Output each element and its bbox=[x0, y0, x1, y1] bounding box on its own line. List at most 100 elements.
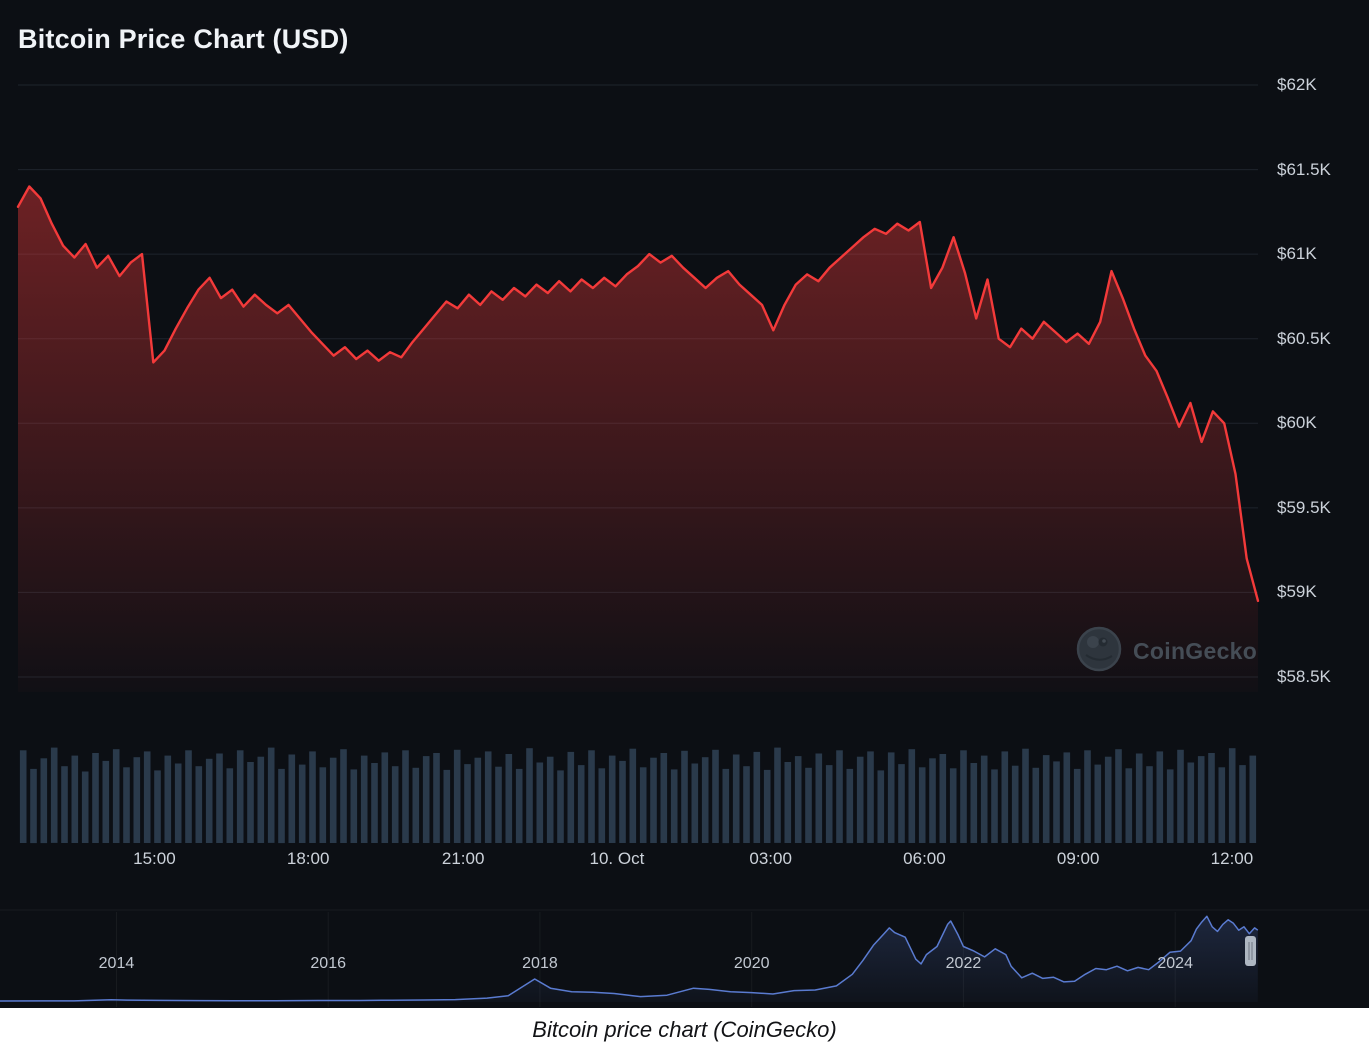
x-axis-label: 21:00 bbox=[441, 849, 485, 868]
volume-bar bbox=[856, 756, 864, 843]
volume-bar bbox=[805, 767, 812, 843]
volume-bar bbox=[608, 755, 616, 843]
volume-bar bbox=[557, 770, 564, 843]
volume-bar bbox=[205, 758, 213, 843]
volume-bar bbox=[329, 757, 337, 843]
volume-bar bbox=[71, 755, 79, 843]
volume-bar bbox=[453, 749, 461, 843]
navigator-area bbox=[0, 916, 1258, 1002]
volume-bar bbox=[619, 760, 626, 843]
volume-bar bbox=[732, 754, 740, 843]
chart-caption: Bitcoin price chart (CoinGecko) bbox=[532, 1016, 837, 1042]
volume-bar bbox=[267, 747, 275, 843]
navigator-year-label: 2020 bbox=[733, 955, 770, 972]
navigator-year-label: 2016 bbox=[310, 955, 346, 972]
volume-bar bbox=[319, 767, 327, 843]
volume-bar bbox=[433, 753, 440, 843]
volume-bar bbox=[908, 749, 916, 843]
volume-bar bbox=[639, 767, 647, 843]
volume-bar bbox=[495, 766, 502, 843]
chart-title: Bitcoin Price Chart (USD) bbox=[18, 24, 349, 54]
volume-bar bbox=[577, 765, 585, 843]
volume-bar bbox=[722, 768, 730, 844]
volume-bar bbox=[887, 752, 895, 843]
volume-bar bbox=[877, 770, 885, 843]
volume-bar bbox=[1115, 749, 1122, 843]
volume-bar bbox=[1001, 751, 1009, 843]
navigator-handle[interactable] bbox=[1245, 936, 1256, 966]
volume-bar bbox=[1011, 765, 1019, 843]
navigator-line[interactable] bbox=[0, 915, 1259, 1002]
x-axis-label: 18:00 bbox=[286, 849, 330, 868]
volume-bar bbox=[774, 747, 781, 843]
volume-bar bbox=[247, 762, 254, 843]
x-axis-label: 03:00 bbox=[749, 849, 792, 868]
volume-bar bbox=[1073, 768, 1081, 844]
volume-bar bbox=[143, 751, 151, 843]
price-line[interactable] bbox=[16, 185, 1260, 603]
volume-bar bbox=[753, 751, 761, 843]
volume-bar bbox=[226, 768, 234, 843]
volume-bar bbox=[1084, 750, 1091, 843]
volume-bar bbox=[92, 753, 99, 843]
volume-bar bbox=[1166, 769, 1174, 843]
volume-bar bbox=[939, 754, 947, 843]
volume-bar bbox=[309, 751, 316, 843]
volume-bar bbox=[350, 769, 358, 843]
volume-bar bbox=[360, 755, 368, 843]
volume-bar bbox=[918, 767, 926, 843]
volume-bar bbox=[154, 770, 161, 843]
volume-bar bbox=[381, 752, 389, 843]
volume-bar bbox=[763, 769, 771, 843]
volume-bar bbox=[1218, 767, 1226, 843]
volume-bar bbox=[174, 763, 182, 843]
volume-bar bbox=[1032, 767, 1040, 843]
price-chart-svg[interactable] bbox=[0, 0, 1369, 1008]
volume-bar bbox=[443, 769, 451, 843]
volume-bar bbox=[278, 768, 285, 844]
volume-bar bbox=[164, 755, 172, 843]
x-axis-label: 15:00 bbox=[133, 849, 176, 868]
volume-bar bbox=[980, 755, 988, 843]
volume-bar bbox=[1208, 753, 1215, 843]
volume-bar bbox=[867, 751, 874, 843]
watermark-text: CoinGecko bbox=[1133, 638, 1258, 664]
price-area bbox=[18, 186, 1258, 692]
volume-bar bbox=[629, 748, 637, 843]
volume-bar bbox=[1042, 755, 1050, 843]
volume-bar bbox=[660, 753, 668, 843]
volume-bar bbox=[1249, 755, 1257, 843]
volume-bar bbox=[567, 751, 575, 843]
volume-bar bbox=[371, 763, 378, 843]
volume-bar bbox=[1053, 761, 1060, 843]
volume-bar bbox=[50, 747, 58, 843]
volume-bar bbox=[1156, 751, 1164, 843]
volume-bar bbox=[185, 750, 192, 843]
volume-bar bbox=[30, 768, 37, 844]
volume-bar bbox=[784, 762, 792, 843]
volume-bar bbox=[743, 766, 750, 843]
volume-bar bbox=[598, 768, 606, 843]
coingecko-watermark: CoinGecko bbox=[1076, 626, 1257, 677]
volume-bar bbox=[1135, 753, 1143, 843]
bitcoin-price-chart-panel: Bitcoin Price Chart (USD) $62K $61.5K $61K… bbox=[0, 0, 1369, 1008]
volume-bar bbox=[815, 753, 823, 843]
volume-bar bbox=[1094, 764, 1102, 843]
volume-bar bbox=[991, 769, 998, 843]
volume-bar bbox=[484, 751, 492, 843]
volume-bar bbox=[402, 750, 409, 843]
volume-bar bbox=[391, 766, 399, 843]
x-axis: 15:00 18:00 21:00 10. Oct 03:00 06:00 09:00 12:… bbox=[0, 849, 1369, 871]
volume-bar bbox=[1063, 752, 1071, 843]
volume-bar bbox=[588, 750, 595, 843]
volume-bar bbox=[1146, 766, 1153, 843]
volume-bar bbox=[846, 768, 854, 844]
volume-bar bbox=[712, 749, 719, 843]
volume-bar bbox=[515, 768, 523, 844]
volume-bar bbox=[526, 748, 533, 843]
volume-bar bbox=[40, 758, 48, 844]
coingecko-logo-icon bbox=[1076, 626, 1122, 677]
volume-bar bbox=[898, 764, 905, 843]
volume-bar bbox=[505, 754, 513, 843]
volume-bar bbox=[1187, 762, 1195, 843]
